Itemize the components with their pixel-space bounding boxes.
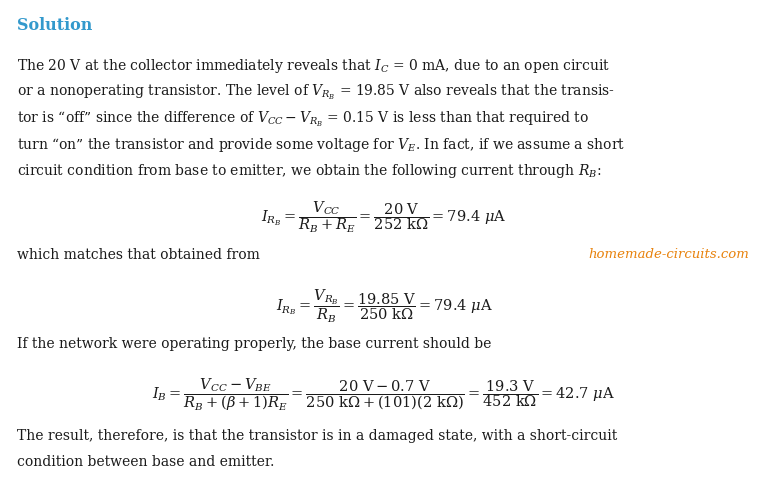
Text: $I_{R_B} = \dfrac{V_{CC}}{R_B + R_E} = \dfrac{\mathrm{20\ V}}{\mathrm{252\ k\Ome: $I_{R_B} = \dfrac{V_{CC}}{R_B + R_E} = \…	[261, 199, 507, 234]
Text: condition between base and emitter.: condition between base and emitter.	[17, 454, 274, 468]
Text: turn “on” the transistor and provide some voltage for $V_E$. In fact, if we assu: turn “on” the transistor and provide som…	[17, 136, 625, 154]
Text: or a nonoperating transistor. The level of $V_{R_B}$ = 19.85 V also reveals that: or a nonoperating transistor. The level …	[17, 83, 615, 102]
Text: which matches that obtained from: which matches that obtained from	[17, 248, 260, 262]
Text: $I_B = \dfrac{V_{CC} - V_{BE}}{R_B +(\beta + 1)R_E} = \dfrac{\mathrm{20\ V} - \m: $I_B = \dfrac{V_{CC} - V_{BE}}{R_B +(\be…	[153, 375, 615, 412]
Text: circuit condition from base to emitter, we obtain the following current through : circuit condition from base to emitter, …	[17, 162, 601, 180]
Text: $I_{R_B} = \dfrac{V_{R_B}}{R_B} = \dfrac{\mathrm{19.85\ V}}{\mathrm{250\ k\Omega: $I_{R_B} = \dfrac{V_{R_B}}{R_B} = \dfrac…	[276, 287, 492, 324]
Text: tor is “off” since the difference of $V_{CC} - V_{R_B}$ = 0.15 V is less than th: tor is “off” since the difference of $V_…	[17, 109, 589, 128]
Text: The 20 V at the collector immediately reveals that $I_C$ = 0 mA, due to an open : The 20 V at the collector immediately re…	[17, 57, 610, 75]
Text: homemade-circuits.com: homemade-circuits.com	[588, 248, 749, 261]
Text: The result, therefore, is that the transistor is in a damaged state, with a shor: The result, therefore, is that the trans…	[17, 428, 617, 442]
Text: If the network were operating properly, the base current should be: If the network were operating properly, …	[17, 336, 492, 350]
Text: Solution: Solution	[17, 17, 92, 34]
